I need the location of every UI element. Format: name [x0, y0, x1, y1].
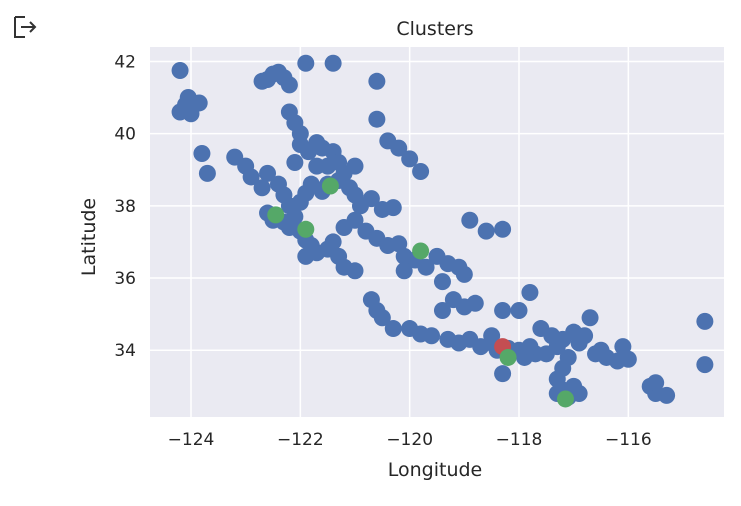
data-point: [401, 150, 419, 168]
data-point: [658, 386, 676, 404]
data-point: [330, 154, 348, 172]
data-point: [494, 365, 512, 383]
data-point: [384, 320, 402, 338]
data-point: [253, 72, 271, 90]
x-tick-label: −120: [386, 430, 433, 450]
data-point: [286, 154, 304, 172]
data-point: [280, 76, 298, 94]
data-point: [417, 258, 435, 276]
data-point: [253, 179, 271, 197]
data-point: [570, 385, 588, 403]
data-point: [286, 208, 304, 226]
data-point: [346, 157, 364, 175]
data-point: [461, 211, 479, 229]
x-tick-label: −116: [605, 430, 652, 450]
data-point: [346, 211, 364, 229]
data-point: [373, 309, 391, 327]
data-point: [483, 327, 501, 345]
data-point: [198, 164, 216, 182]
data-point: [324, 54, 342, 72]
data-point: [362, 190, 380, 208]
y-axis-ticks: 34 36 38 40 42: [114, 52, 136, 361]
data-point: [576, 327, 594, 345]
data-point: [647, 374, 665, 392]
y-tick-label: 34: [114, 341, 136, 361]
x-tick-label: −118: [496, 430, 543, 450]
data-point: [297, 220, 315, 238]
data-point: [177, 96, 195, 114]
data-point: [543, 327, 561, 345]
data-point: [259, 164, 277, 182]
chart-title: Clusters: [396, 18, 473, 40]
x-tick-label: −122: [277, 430, 324, 450]
y-axis-label: Latitude: [78, 198, 100, 276]
data-point: [521, 283, 539, 301]
data-point: [321, 177, 339, 195]
y-tick-label: 42: [114, 52, 136, 72]
data-point: [466, 294, 484, 312]
data-point: [390, 139, 408, 157]
output-arrow-icon[interactable]: [12, 14, 38, 40]
data-point: [556, 390, 574, 408]
data-point: [494, 302, 512, 320]
data-point: [346, 262, 364, 280]
data-point: [384, 199, 402, 217]
y-tick-label: 38: [114, 197, 136, 217]
data-point: [521, 338, 539, 356]
data-point: [510, 302, 528, 320]
x-axis-ticks: −124 −122 −120 −118 −116: [168, 430, 652, 450]
data-point: [423, 327, 441, 345]
data-point: [619, 350, 637, 368]
data-point: [412, 163, 430, 181]
data-point: [242, 168, 260, 186]
data-point: [297, 54, 315, 72]
data-point: [433, 302, 451, 320]
data-point: [581, 309, 599, 327]
data-point: [455, 265, 473, 283]
data-point: [477, 222, 495, 240]
data-point: [499, 348, 517, 366]
y-tick-label: 36: [114, 269, 136, 289]
data-point: [193, 144, 211, 162]
data-point: [412, 242, 430, 260]
data-point: [494, 220, 512, 238]
data-point: [368, 72, 386, 90]
data-point: [171, 61, 189, 79]
data-point: [395, 262, 413, 280]
data-point: [324, 233, 342, 251]
plot-area: [150, 47, 724, 417]
data-point: [308, 157, 326, 175]
data-point: [696, 356, 714, 374]
data-point: [696, 312, 714, 330]
data-points: [171, 54, 714, 408]
x-axis-label: Longitude: [388, 459, 483, 481]
y-tick-label: 40: [114, 125, 136, 145]
data-point: [190, 94, 208, 112]
x-tick-label: −124: [168, 430, 215, 450]
data-point: [368, 110, 386, 128]
data-point: [267, 206, 285, 224]
data-point: [587, 345, 605, 363]
data-point: [433, 273, 451, 291]
